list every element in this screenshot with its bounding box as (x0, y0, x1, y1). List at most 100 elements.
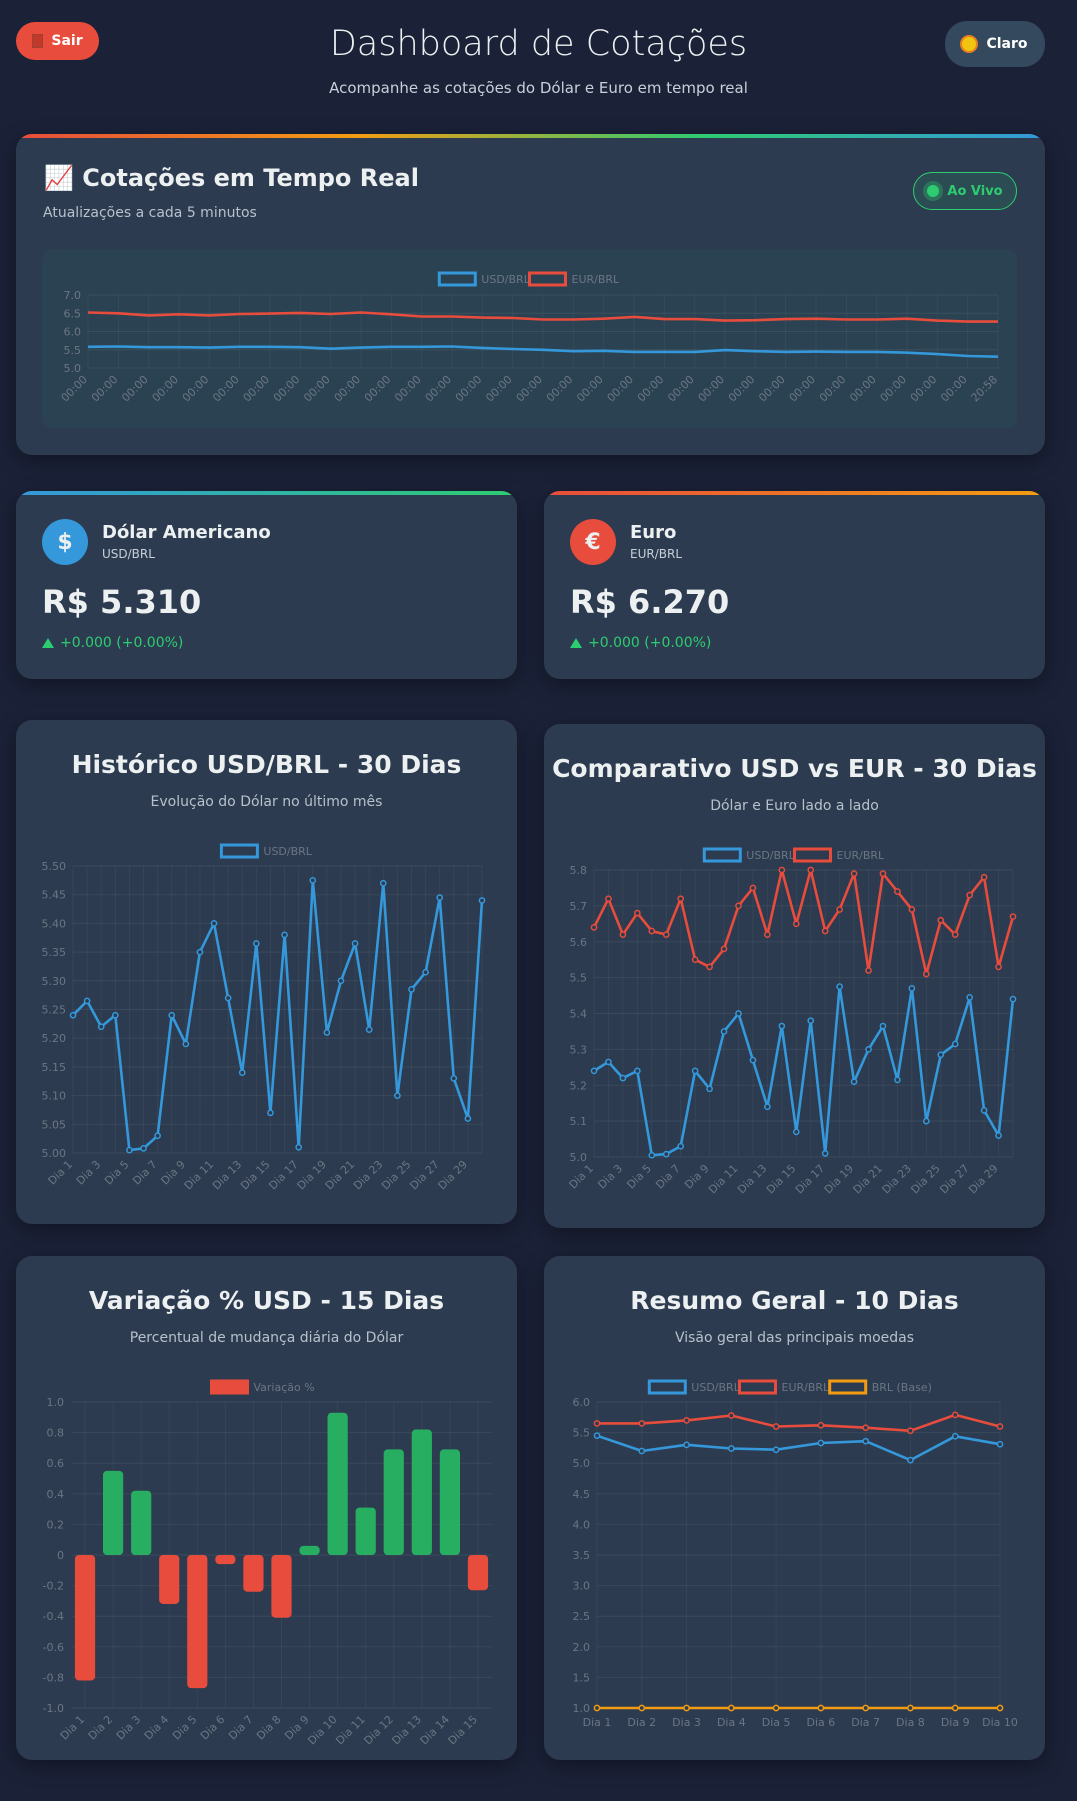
point (619, 931, 627, 938)
y-tick-label: 5.0 (570, 1151, 588, 1164)
y-tick-label: -0.2 (43, 1580, 64, 1593)
point (633, 1067, 641, 1075)
y-tick-label: 5.20 (42, 1032, 67, 1045)
point (907, 1704, 914, 1712)
point (907, 1456, 914, 1464)
point (817, 1421, 825, 1429)
realtime-card: 📈 Cotações em Tempo Real Atualizações a … (16, 134, 1045, 455)
point (749, 884, 757, 892)
point (951, 931, 959, 938)
x-tick-label: 00:00 (817, 373, 849, 405)
x-tick-label: 00:00 (544, 373, 576, 405)
bar (215, 1555, 236, 1565)
y-tick-label: 0.6 (47, 1457, 65, 1470)
y-tick-label: 5.6 (570, 936, 588, 949)
point (683, 1441, 690, 1449)
live-badge: Ao Vivo (913, 172, 1017, 210)
y-tick-label: 5.5 (570, 972, 588, 985)
x-tick-label: Dia 1 (58, 1713, 88, 1743)
point (619, 1074, 627, 1082)
currency-price: R$ 5.310 (42, 583, 202, 621)
live-label: Ao Vivo (947, 183, 1003, 199)
x-tick-label: 00:00 (605, 373, 637, 405)
point (677, 895, 685, 903)
x-tick-label: Dia 5 (624, 1162, 654, 1192)
door-icon (32, 34, 44, 48)
legend-label: USD/BRL (263, 845, 312, 858)
point (727, 1445, 735, 1452)
chart-card: Histórico USD/BRL - 30 Dias Evolução do … (16, 720, 517, 1224)
up-arrow (42, 638, 54, 648)
legend-swatch (647, 1379, 687, 1395)
x-tick-label: Dia 8 (254, 1713, 284, 1743)
point (764, 1103, 771, 1111)
bar (439, 1449, 461, 1555)
chart: USD/BRL EUR/BRL 5.0 5.1 5.2 5.3 5.4 5.5 5.6 5.7 5.… (567, 847, 1017, 1196)
point (907, 1427, 914, 1435)
x-tick-label: Dia 14 (418, 1713, 452, 1747)
y-tick-label: 0.4 (47, 1488, 65, 1501)
x-tick-label: Dia 6 (198, 1713, 228, 1743)
x-tick-label: 00:00 (453, 373, 485, 405)
x-tick-label: 00:00 (180, 373, 212, 405)
x-tick-label: Dia 15 (764, 1162, 798, 1196)
point (182, 1040, 190, 1048)
line-series (597, 1413, 1001, 1433)
x-tick-label: 00:00 (210, 373, 242, 405)
x-tick-label: Dia 4 (717, 1716, 746, 1729)
x-tick-label: 00:00 (635, 373, 667, 405)
point (691, 1067, 699, 1075)
logout-button[interactable]: Sair (16, 22, 99, 60)
point (807, 1017, 815, 1025)
currency-change: +0.000 (+0.00%) (570, 635, 711, 651)
change-label: +0.000 (+0.00%) (588, 635, 712, 651)
point (379, 879, 387, 887)
x-tick-label: Dia 21 (323, 1158, 357, 1192)
y-tick-label: 2.5 (573, 1610, 591, 1623)
point (83, 997, 91, 1005)
point (252, 940, 260, 947)
x-tick-label: Dia 17 (266, 1158, 300, 1192)
change-label: +0.000 (+0.00%) (60, 635, 184, 651)
point (281, 931, 288, 939)
chart-title: Histórico USD/BRL - 30 Dias (71, 750, 462, 779)
theme-button[interactable]: Claro (945, 21, 1045, 67)
x-tick-label: Dia 7 (226, 1713, 256, 1743)
point (408, 986, 415, 993)
point (662, 931, 670, 938)
currency-name: Euro (630, 522, 677, 543)
point (879, 1022, 887, 1030)
point (238, 1069, 246, 1076)
x-tick-label: 00:00 (756, 373, 788, 405)
point (922, 1117, 930, 1125)
point (683, 1704, 690, 1712)
point (111, 1011, 119, 1019)
legend-swatch (793, 847, 832, 863)
point (865, 967, 872, 974)
point (749, 1056, 757, 1064)
x-tick-label: 00:00 (483, 373, 515, 405)
y-tick-label: 5.1 (570, 1115, 588, 1128)
x-tick-label: Dia 27 (407, 1158, 441, 1192)
legend-swatch (210, 1379, 249, 1395)
point (937, 916, 945, 924)
point (850, 870, 858, 877)
point (995, 963, 1002, 971)
point (922, 970, 930, 978)
legend-swatch (219, 843, 259, 859)
x-tick-label: Dia 7 (130, 1158, 160, 1188)
bar (299, 1545, 320, 1555)
point (309, 877, 317, 884)
point (638, 1420, 646, 1427)
point (295, 1143, 303, 1151)
x-tick-label: 00:00 (514, 373, 546, 405)
x-tick-label: 00:00 (787, 373, 819, 405)
x-tick-label: Dia 2 (627, 1716, 656, 1729)
x-tick-label: Dia 1 (46, 1158, 76, 1188)
currency-icon: € (570, 519, 616, 565)
line-series (593, 985, 1015, 1157)
point (126, 1146, 133, 1154)
legend-label: USD/BRL (481, 273, 530, 286)
x-tick-label: Dia 17 (793, 1162, 827, 1196)
x-tick-label: 00:00 (908, 373, 940, 405)
